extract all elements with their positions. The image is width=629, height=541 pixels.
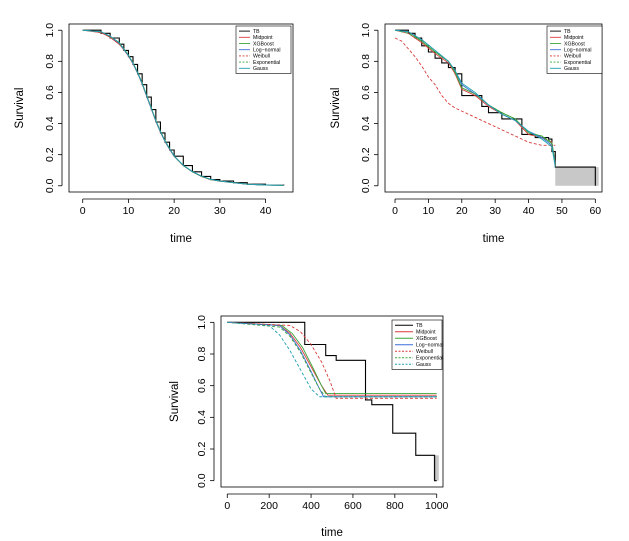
y-axis-label: Survival xyxy=(330,88,342,129)
x-tick-label: 20 xyxy=(168,205,180,217)
x-tick-label: 0 xyxy=(224,500,230,512)
x-tick-label: 0 xyxy=(392,205,398,217)
series-line-gauss xyxy=(227,321,437,398)
y-tick-label: 0.4 xyxy=(196,410,208,425)
x-tick-label: 0 xyxy=(80,205,86,217)
plot-frame xyxy=(220,315,444,488)
series-line-weibull xyxy=(394,37,556,146)
legend-label: Midpoint xyxy=(416,330,436,336)
y-tick-label: 0.6 xyxy=(196,378,208,393)
y-tick-label: 0.8 xyxy=(196,347,208,362)
y-tick-label: 0.4 xyxy=(360,116,372,131)
series-line-exponential xyxy=(227,321,437,398)
chart-panel-bottom: 0 200 400 600 800 1000 0.0 0.2 0.4 0.6 0.8 1.0 time S… xyxy=(169,315,449,539)
legend-label: Exponential xyxy=(253,60,280,66)
y-axis-label: Survival xyxy=(14,88,26,129)
legend-label: Gauss xyxy=(564,66,579,72)
x-tick-label: 30 xyxy=(214,205,226,217)
legend-label: XGBoost xyxy=(416,336,437,342)
legend-label: TB xyxy=(416,323,423,329)
legend-label: Log−normal xyxy=(564,48,592,54)
legend-label: TB xyxy=(564,29,571,35)
x-tick-label: 20 xyxy=(456,205,468,217)
x-tick-label: 60 xyxy=(589,205,601,217)
legend-label: XGBoost xyxy=(564,41,585,47)
y-tick-label: 0.0 xyxy=(44,178,56,193)
y-tick-label: 0.8 xyxy=(44,54,56,69)
y-axis-label: Survival xyxy=(169,381,181,422)
y-tick-label: 0.0 xyxy=(360,178,372,193)
series-line-gauss xyxy=(394,29,556,168)
series-line-gauss xyxy=(82,29,284,186)
x-tick-label: 800 xyxy=(386,500,404,512)
x-tick-label: 400 xyxy=(302,500,320,512)
legend-label: Gauss xyxy=(416,362,431,368)
series-line-lognormal xyxy=(394,29,556,165)
series-line-exponential xyxy=(394,29,556,165)
chart-panel-top-left: 0 10 20 30 40 0.0 0.2 0.4 0.6 0.8 1.0 time Survival T… xyxy=(14,23,294,245)
x-tick-label: 50 xyxy=(556,205,568,217)
series-line-tb xyxy=(227,321,437,482)
legend-label: Log−normal xyxy=(416,343,444,349)
confidence-band xyxy=(433,455,439,481)
series-line-weibull xyxy=(227,321,437,399)
x-tick-label: 10 xyxy=(123,205,135,217)
y-tick-label: 1.0 xyxy=(196,315,208,330)
plot-frame xyxy=(68,23,294,193)
plot-frame xyxy=(384,23,603,193)
y-tick-label: 1.0 xyxy=(44,23,56,38)
x-tick-label: 200 xyxy=(260,500,278,512)
y-tick-label: 0.0 xyxy=(196,473,208,488)
y-tick-label: 0.8 xyxy=(360,54,372,69)
series-line-xgboost xyxy=(227,321,437,395)
y-tick-label: 0.2 xyxy=(196,442,208,457)
confidence-band xyxy=(555,167,599,186)
legend: TBMidpointXGBoostLog−normalWeibullExpone… xyxy=(235,25,292,74)
series-line-midpoint xyxy=(394,29,556,166)
legend-label: Weibull xyxy=(253,54,270,60)
chart-panel-top-right: 0 10 20 30 40 50 60 0.0 0.2 0.4 0.6 0.8 1.0 time Survi… xyxy=(330,23,603,245)
y-tick-label: 1.0 xyxy=(360,23,372,38)
legend-label: Exponential xyxy=(416,356,443,362)
x-tick-label: 10 xyxy=(423,205,435,217)
y-tick-label: 0.2 xyxy=(360,147,372,162)
x-axis-label: time xyxy=(321,527,343,539)
y-tick-label: 0.6 xyxy=(44,85,56,100)
legend-label: Midpoint xyxy=(253,35,273,41)
series-line-lognormal xyxy=(227,321,437,398)
x-tick-label: 600 xyxy=(344,500,362,512)
y-tick-label: 0.6 xyxy=(360,85,372,100)
legend: TBMidpointXGBoostLog−normalWeibullExpone… xyxy=(546,25,603,74)
legend-label: TB xyxy=(253,29,260,35)
legend-label: Weibull xyxy=(564,54,581,60)
x-axis-label: time xyxy=(170,233,192,245)
series-line-xgboost xyxy=(394,29,556,165)
y-tick-label: 0.2 xyxy=(44,147,56,162)
legend-label: Log−normal xyxy=(253,48,281,54)
x-axis-label: time xyxy=(483,233,505,245)
legend-label: Gauss xyxy=(253,66,268,72)
x-tick-label: 1000 xyxy=(425,500,449,512)
legend-label: XGBoost xyxy=(253,41,274,47)
legend-label: Weibull xyxy=(416,349,433,355)
legend: TBMidpointXGBoostLog−normalWeibullExpone… xyxy=(391,319,444,370)
x-tick-label: 40 xyxy=(260,205,272,217)
legend-label: Midpoint xyxy=(564,35,584,41)
x-tick-label: 30 xyxy=(489,205,501,217)
x-tick-label: 40 xyxy=(523,205,535,217)
y-tick-label: 0.4 xyxy=(44,116,56,131)
legend-label: Exponential xyxy=(564,60,591,66)
